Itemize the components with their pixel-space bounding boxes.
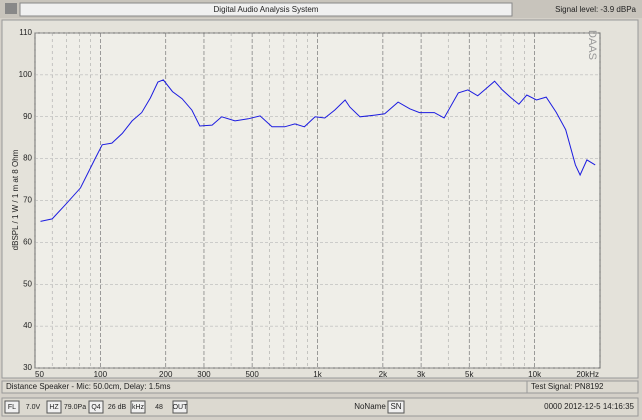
status-name: NoName bbox=[354, 402, 386, 411]
y-tick-label: 70 bbox=[23, 196, 32, 205]
y-tick-label: 30 bbox=[23, 363, 32, 372]
app-icon bbox=[5, 3, 17, 14]
status-item[interactable]: FL bbox=[8, 404, 16, 411]
status-item[interactable]: OUT bbox=[173, 404, 189, 411]
status-sn[interactable]: SN bbox=[390, 402, 401, 411]
title-box bbox=[19, 2, 513, 17]
x-tick-label: 1k bbox=[313, 370, 322, 379]
status-item: 79.0Pa bbox=[64, 404, 86, 411]
x-tick-label: 300 bbox=[197, 370, 211, 379]
x-tick-label: 5k bbox=[465, 370, 474, 379]
status-button[interactable] bbox=[172, 400, 188, 414]
signal-level: Signal level: -3.9 dBPa bbox=[555, 5, 636, 14]
x-tick-label: 3k bbox=[417, 370, 426, 379]
x-tick-label: 50 bbox=[35, 370, 44, 379]
status-item: 48 bbox=[155, 404, 163, 411]
watermark: DAAS bbox=[586, 30, 598, 60]
y-tick-label: 40 bbox=[23, 321, 32, 330]
status-time: 0000 2012-12-5 14:16:35 bbox=[544, 402, 634, 411]
status-item[interactable]: kHz bbox=[132, 404, 145, 411]
y-tick-label: 60 bbox=[23, 237, 32, 246]
status-item: 7.0V bbox=[26, 404, 41, 411]
x-tick-label: 200 bbox=[159, 370, 173, 379]
status-item[interactable]: HZ bbox=[49, 404, 59, 411]
status-button[interactable] bbox=[88, 400, 104, 414]
y-tick-label: 100 bbox=[19, 70, 33, 79]
status-bar bbox=[1, 397, 639, 417]
y-tick-label: 80 bbox=[23, 154, 32, 163]
status-item: 26 dB bbox=[108, 404, 127, 411]
y-axis-label: dBSPL / 1 W / 1 m at 8 Ohm bbox=[11, 149, 20, 250]
y-tick-label: 90 bbox=[23, 112, 32, 121]
y-tick-label: 50 bbox=[23, 279, 32, 288]
status-button[interactable] bbox=[46, 400, 62, 414]
status-item[interactable]: Q4 bbox=[91, 404, 100, 411]
x-tick-label: 20kHz bbox=[576, 370, 599, 379]
x-tick-label: 500 bbox=[245, 370, 259, 379]
window-title: Digital Audio Analysis System bbox=[214, 5, 319, 14]
info-right: Test Signal: PN8192 bbox=[531, 382, 604, 391]
response-line bbox=[40, 79, 596, 222]
x-tick-label: 2k bbox=[379, 370, 388, 379]
status-button[interactable] bbox=[130, 400, 146, 414]
x-tick-label: 10k bbox=[528, 370, 542, 379]
sn-button[interactable] bbox=[387, 400, 405, 414]
info-bar bbox=[1, 380, 639, 394]
status-button[interactable] bbox=[4, 400, 20, 414]
info-left: Distance Speaker - Mic: 50.0cm, Delay: 1… bbox=[6, 382, 171, 391]
y-tick-label: 110 bbox=[19, 28, 32, 37]
x-tick-label: 100 bbox=[94, 370, 108, 379]
